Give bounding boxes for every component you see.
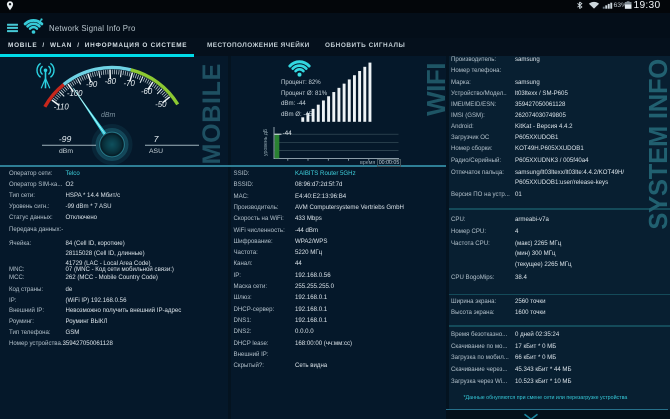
svg-text:-90: -90: [86, 80, 98, 89]
svg-text:-80: -80: [105, 77, 117, 86]
svg-text:-100: -100: [67, 89, 83, 98]
svg-text:-50: -50: [155, 100, 167, 109]
svg-text:-60: -60: [141, 87, 153, 96]
svg-text:-70: -70: [124, 79, 136, 88]
svg-text:-110: -110: [54, 102, 70, 111]
